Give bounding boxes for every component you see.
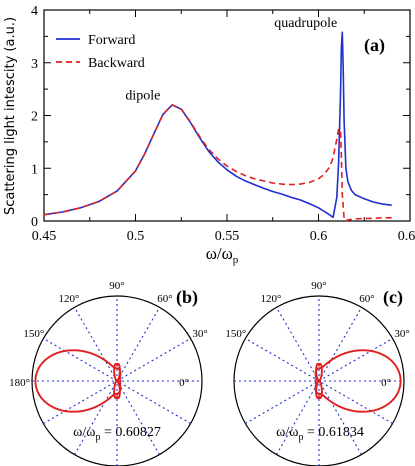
y-tick-label: 3: [31, 57, 38, 72]
condition-label-c: ω/ωp = 0.61834: [276, 425, 364, 443]
polar-angle-label: 60°: [157, 293, 172, 305]
annotation-quadrupole: quadrupole: [274, 16, 337, 31]
annotations: dipole quadrupole: [125, 16, 337, 104]
panel-label-b: (b): [176, 287, 198, 308]
axis-ticks: [43, 9, 411, 222]
panel-c: (c) ω/ωp = 0.61834 0° 30° 60° 90° 120° 150°: [225, 280, 410, 466]
panel-b: (b) ω/ωp = 0.60827 0° 30° 60° 90° 120° 150° 18…: [9, 280, 208, 466]
polar-angle-label: 150°: [23, 328, 44, 340]
polar-angle-label: 180°: [9, 377, 30, 389]
x-tick-labels: 0.45 0.5 0.55 0.6 0.65: [32, 229, 415, 244]
polar-angle-label: 90°: [311, 280, 326, 292]
x-axis-label: ω/ωp: [206, 244, 239, 266]
y-tick-label: 4: [31, 4, 38, 19]
x-tick-label: 0.45: [32, 229, 57, 244]
y-tick-label: 2: [31, 110, 38, 125]
series-line-forward: [43, 31, 392, 219]
x-tick-label: 0.6: [310, 229, 328, 244]
panel-label-a: (a): [364, 35, 385, 56]
polar-angle-label: 120°: [261, 293, 282, 305]
polar-spoke-150: [43, 338, 191, 424]
legend-label-backward: Backward: [88, 56, 145, 71]
polar-angle-label: 120°: [59, 293, 80, 305]
polar-angle-label: 30°: [394, 328, 409, 340]
series-line-backward: [43, 104, 392, 222]
condition-label-b: ω/ωp = 0.60827: [73, 425, 161, 443]
y-tick-label: 0: [31, 215, 38, 230]
radiation-pattern-quadrupole: [113, 362, 121, 400]
y-axis-label: Scattering light intescity (a.u.): [3, 17, 18, 215]
x-tick-label: 0.55: [215, 229, 240, 244]
series-group: [43, 31, 392, 222]
y-tick-labels: 0 1 2 3 4: [31, 4, 38, 230]
panel-a: 0.45 0.5 0.55 0.6 0.65 0 1 2 3 4 Scattering ligh…: [3, 4, 415, 266]
radiation-pattern-dipole: [314, 349, 402, 413]
polar-angle-label: 30°: [192, 328, 207, 340]
x-tick-label: 0.65: [398, 229, 415, 244]
polar-angle-label: 0°: [381, 377, 391, 389]
panel-label-c: (c): [383, 287, 403, 308]
polar-angle-label: 60°: [359, 293, 374, 305]
annotation-dipole: dipole: [125, 89, 160, 104]
polar-angle-label: 0°: [179, 377, 189, 389]
legend: Forward Backward: [56, 33, 145, 71]
radiation-pattern-quadrupole: [315, 362, 323, 400]
legend-label-forward: Forward: [88, 33, 135, 48]
x-tick-label: 0.5: [127, 229, 145, 244]
polar-angle-label: 150°: [225, 328, 246, 340]
polar-angle-label: 90°: [109, 280, 124, 292]
y-tick-label: 1: [31, 162, 38, 177]
